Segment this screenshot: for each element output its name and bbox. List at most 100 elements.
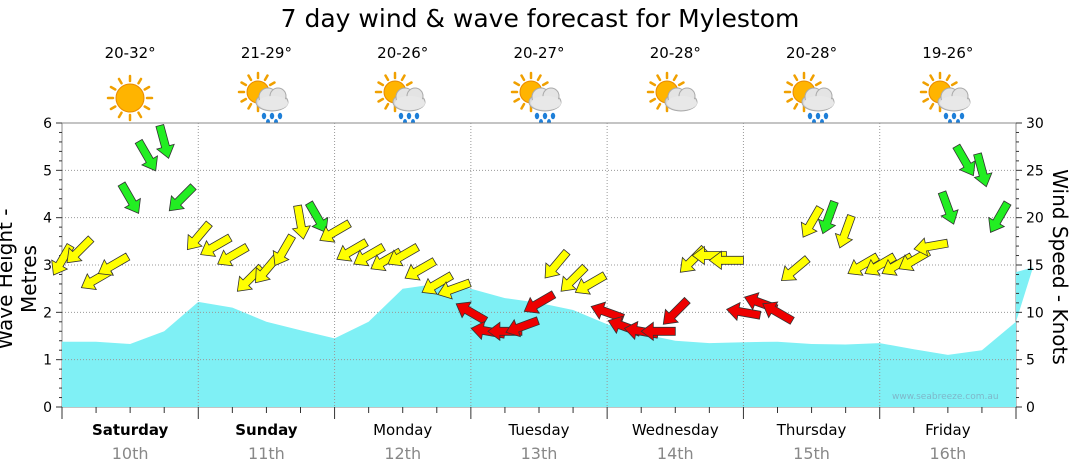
partly-cloudy-rain-icon [238,71,289,125]
sun-ray [541,81,549,87]
sun-ray [792,102,798,110]
sun-ray [247,74,253,82]
day-label: Thursday [776,421,847,439]
wind-arrow [304,200,329,233]
wind-arrow [291,204,311,240]
sun-ray [240,97,248,103]
wind-arrow-shape [455,301,489,325]
wind-arrow [913,237,949,257]
wind-arrow-shape [973,152,993,188]
sun-ray [117,111,123,119]
partly-cloudy-rain-icon [510,71,562,125]
wind-arrow [800,205,825,238]
wind-arrow-shape [952,143,976,177]
temperature-range: 19-26° [922,44,974,62]
rain-drop [823,112,828,120]
wind-arrow [155,123,175,159]
cloud-fill [258,96,289,110]
partly-cloudy-rain-icon [374,71,426,125]
date-label: 14th [656,444,694,463]
y-right-tick-label: 20 [1026,211,1044,227]
day-label: Friday [925,421,971,439]
date-label: 13th [520,444,558,463]
sun-ray [383,74,389,82]
wind-arrow-shape [97,252,131,276]
rain-drop [542,112,548,120]
wind-arrow-shape [834,214,856,249]
date-label: 11th [248,444,285,463]
wind-arrow-shape [217,242,250,267]
partly-cloudy-rain-icon [919,71,971,125]
cloud-fill [803,96,834,110]
wind-arrow-shape [523,290,557,314]
y-right-tick-label: 15 [1026,258,1044,274]
rain-drop [414,112,419,120]
y-left-tick-label: 4 [43,211,52,227]
day-label: Saturday [91,421,169,439]
temperature-range: 21-29° [240,44,292,62]
sun-ray [109,85,117,91]
rain-drop [550,112,556,120]
watermark: www.seabreeze.com.au [892,392,999,402]
wind-arrow-shape [913,237,949,257]
y-right-tick-label: 0 [1026,400,1035,416]
wind-arrow [574,271,608,295]
sun-ray [143,85,151,91]
wind-arrows [51,123,1012,342]
wind-arrow-shape [66,235,95,264]
wind-arrow [272,233,297,267]
wind-arrow [560,263,589,292]
wind-arrow [544,248,571,279]
wind-arrow-shape [186,220,213,251]
sun-ray [137,77,143,85]
y-right-tick-label: 30 [1026,116,1044,132]
wind-arrow [864,252,897,276]
wind-arrow-shape [387,242,420,267]
wind-arrow [200,233,233,257]
sun-disc [115,83,145,113]
sun-ray [137,111,143,119]
wind-arrow [387,242,420,267]
wind-arrow [708,250,744,271]
sun-ray [945,74,951,82]
wind-arrow [404,257,438,281]
wind-arrow-shape [437,278,472,300]
cloud-fill [939,96,970,110]
day-label: Monday [373,421,433,439]
wind-arrow [847,252,880,276]
wind-arrow-shape [726,301,762,322]
day-label: Wednesday [631,421,719,439]
sun-ray [376,97,384,103]
rain-drop [959,112,965,120]
wind-arrow-shape [117,181,141,214]
wind-arrow-shape [800,205,825,238]
sun-ray [809,74,815,82]
wind-arrow-shape [640,321,676,342]
sun-ray [117,77,123,85]
sun-ray [383,102,389,110]
day-label: Tuesday [508,421,570,439]
rain-drop [406,112,411,120]
rain-drop [262,112,267,120]
wind-arrow-shape [988,200,1012,233]
y-right-tick-label: 5 [1026,353,1035,369]
wind-arrow [353,242,386,267]
sun-ray [400,74,406,82]
sun-ray [929,102,935,110]
cloud-fill [667,96,698,110]
sun-ray [785,97,793,103]
wind-arrow-shape [544,248,571,279]
wind-arrow-shape [168,183,197,212]
rain-drop [270,112,275,120]
date-label: 16th [929,444,967,463]
wind-arrow [455,301,489,325]
sun-ray [520,102,526,110]
axes: 0 1 2 3 4 5 6 0 5 10 15 20 25 30 [43,116,1044,419]
y-left-tick-label: 3 [43,258,52,274]
wave-area-path [62,267,1033,407]
wind-arrow [691,245,727,266]
rain-drop [398,112,403,120]
wind-arrow-shape [937,190,959,225]
sun-ray [109,105,117,111]
